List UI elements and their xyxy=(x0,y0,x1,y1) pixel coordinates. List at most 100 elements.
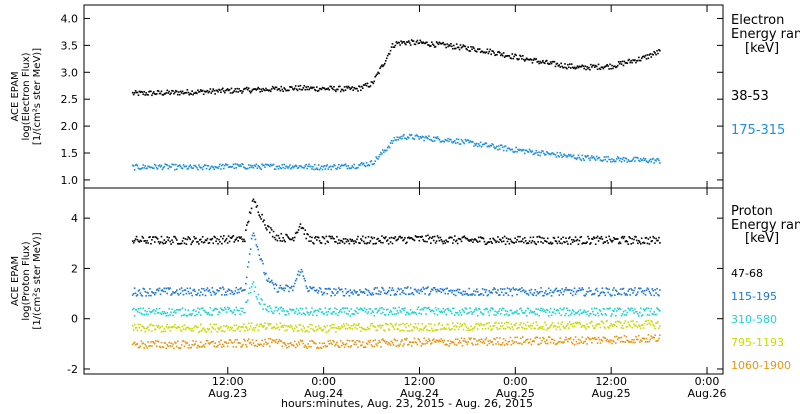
data-point xyxy=(289,86,291,88)
data-point xyxy=(527,307,530,310)
data-point xyxy=(144,165,146,167)
data-point xyxy=(164,242,167,244)
data-point xyxy=(623,334,626,337)
data-point xyxy=(147,94,149,96)
data-point xyxy=(327,330,330,333)
data-point xyxy=(176,308,179,311)
data-point xyxy=(649,236,652,239)
data-point xyxy=(325,165,328,167)
data-point xyxy=(490,341,493,343)
data-point xyxy=(336,292,338,294)
data-point xyxy=(377,237,379,240)
data-point xyxy=(522,149,525,151)
data-point xyxy=(594,289,597,291)
data-point xyxy=(478,240,481,243)
data-point xyxy=(343,346,346,349)
data-point xyxy=(476,340,478,342)
data-point xyxy=(284,329,286,332)
data-point xyxy=(617,292,620,295)
data-point xyxy=(604,312,607,315)
data-point xyxy=(190,93,192,95)
data-point xyxy=(324,307,327,309)
data-point xyxy=(271,339,274,341)
data-point xyxy=(156,90,159,92)
data-point xyxy=(500,343,503,346)
data-point xyxy=(331,324,333,326)
data-point xyxy=(607,341,609,343)
data-point xyxy=(325,235,328,238)
data-point xyxy=(175,342,177,344)
data-point xyxy=(223,341,226,343)
data-point xyxy=(588,337,590,340)
data-point xyxy=(184,328,187,331)
data-point xyxy=(629,309,631,311)
data-point xyxy=(341,290,344,293)
data-point xyxy=(253,234,256,237)
data-point xyxy=(136,343,139,345)
data-point xyxy=(416,343,419,346)
data-point xyxy=(229,166,232,168)
data-point xyxy=(371,81,374,84)
data-point xyxy=(561,288,563,290)
data-point xyxy=(462,328,465,331)
data-point xyxy=(258,344,261,346)
data-point xyxy=(647,334,650,336)
data-point xyxy=(513,324,516,326)
data-point xyxy=(373,80,376,83)
data-point xyxy=(551,242,554,245)
data-point xyxy=(293,87,296,90)
data-point xyxy=(572,154,575,157)
data-point xyxy=(188,165,191,168)
data-point xyxy=(226,345,229,348)
data-point xyxy=(265,272,267,275)
data-point xyxy=(172,291,174,293)
data-point xyxy=(406,337,408,340)
data-point xyxy=(545,324,547,326)
data-point xyxy=(462,309,465,312)
data-point xyxy=(328,287,331,290)
data-point xyxy=(296,89,299,92)
data-point xyxy=(404,307,406,310)
data-point xyxy=(371,345,374,348)
data-point xyxy=(186,168,189,170)
data-point xyxy=(192,309,194,312)
data-point xyxy=(231,236,234,238)
data-point xyxy=(503,56,506,59)
data-point xyxy=(634,160,636,162)
data-point xyxy=(264,273,266,276)
data-point xyxy=(611,158,613,160)
data-point xyxy=(590,63,592,66)
data-point xyxy=(151,345,153,347)
data-point xyxy=(606,240,608,242)
data-point xyxy=(433,46,436,48)
data-point xyxy=(350,324,353,327)
data-point xyxy=(418,138,421,140)
data-point xyxy=(331,165,333,168)
data-point xyxy=(412,312,415,314)
data-point xyxy=(347,324,350,326)
data-point xyxy=(535,58,538,60)
data-point xyxy=(274,86,277,89)
data-point xyxy=(414,235,417,237)
data-point xyxy=(260,88,262,91)
data-point xyxy=(148,165,150,168)
data-point xyxy=(592,310,594,313)
data-point xyxy=(482,313,485,315)
data-point xyxy=(278,237,281,239)
data-point xyxy=(338,239,340,241)
data-point xyxy=(444,309,446,311)
data-point xyxy=(567,155,569,157)
data-point xyxy=(416,308,419,311)
data-point xyxy=(499,325,502,327)
data-point xyxy=(655,322,657,324)
data-point xyxy=(289,238,291,241)
data-point xyxy=(205,339,208,342)
data-point xyxy=(467,239,469,241)
data-point xyxy=(203,289,206,292)
data-point xyxy=(215,308,217,310)
data-point xyxy=(264,338,266,341)
legend-title: [keV] xyxy=(745,41,779,56)
data-point xyxy=(524,339,527,342)
data-point xyxy=(411,341,414,343)
data-point xyxy=(523,60,526,62)
